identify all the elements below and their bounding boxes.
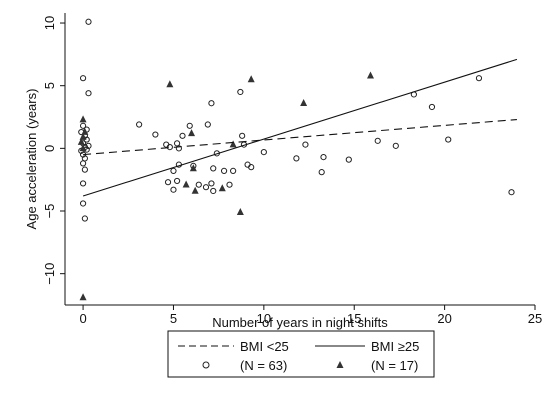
data-point-circle	[136, 121, 143, 128]
data-point-triangle	[191, 186, 199, 194]
data-point-circle	[85, 142, 92, 149]
data-point-circle	[226, 181, 233, 188]
data-point-circle	[508, 189, 515, 196]
y-tick-label: −5	[42, 204, 57, 219]
data-point-circle	[166, 143, 173, 151]
y-tick-label: 10	[42, 16, 57, 30]
legend-circle-marker-icon	[202, 361, 210, 369]
data-point-circle	[152, 131, 159, 138]
data-point-circle	[374, 137, 381, 144]
y-tick-label: −10	[42, 263, 57, 285]
data-point-triangle	[166, 80, 174, 88]
data-point-circle	[79, 200, 87, 207]
fit-line-solid	[82, 58, 518, 197]
data-point-circle	[230, 167, 237, 175]
plot-area: 0 5 10 15 20 25 −10 −5 0 5 10	[42, 13, 542, 326]
data-point-circle	[260, 149, 267, 156]
data-point-triangle	[247, 75, 255, 83]
data-point-circle	[220, 167, 228, 175]
data-point-circle	[320, 154, 327, 161]
data-point-triangle	[182, 180, 190, 188]
data-point-circle	[179, 132, 186, 139]
data-point-triangle	[79, 293, 87, 301]
data-point-circle	[81, 215, 88, 222]
data-point-triangle	[81, 127, 89, 135]
fit-line-dashed	[83, 118, 517, 156]
y-tick-label: 5	[42, 82, 57, 89]
data-point-triangle	[77, 137, 85, 145]
legend-label-bmi-low: BMI <25	[240, 339, 289, 354]
data-point-triangle	[188, 129, 196, 137]
data-point-circle	[175, 145, 182, 152]
x-axis-ticks: 0 5 10 15 20 25	[79, 305, 542, 326]
data-point-triangle	[218, 184, 226, 192]
data-point-circle	[170, 167, 177, 175]
data-point-circle	[475, 75, 483, 82]
data-point-circle	[173, 140, 181, 147]
data-point-circle	[208, 180, 215, 187]
legend-triangle-marker-icon	[336, 361, 344, 368]
legend-box	[167, 330, 435, 378]
x-tick-label: 15	[347, 311, 361, 326]
data-point-triangle	[300, 99, 308, 107]
data-point-circle	[239, 132, 246, 139]
data-point-circle	[79, 160, 87, 167]
x-tick-label: 10	[257, 311, 271, 326]
data-point-circle	[79, 180, 87, 187]
data-point-circle	[208, 100, 215, 107]
x-tick-label: 25	[528, 311, 542, 326]
legend-label-n17: (N = 17)	[371, 358, 418, 373]
data-point-circle	[204, 121, 211, 128]
data-point-circle	[195, 181, 202, 188]
data-point-circle	[345, 156, 352, 163]
data-point-circle	[302, 141, 309, 148]
x-tick-label: 5	[170, 311, 177, 326]
data-point-circle	[186, 122, 193, 129]
fit-lines	[82, 58, 518, 197]
legend: BMI <25 BMI ≥25 (N = 63) (N = 17)	[167, 330, 435, 378]
data-point-triangle	[367, 71, 374, 79]
data-point-circle	[445, 136, 452, 143]
data-point-triangle	[236, 208, 244, 216]
x-tick-label: 0	[79, 311, 86, 326]
legend-label-n63: (N = 63)	[240, 358, 287, 373]
data-point-circle	[173, 177, 181, 185]
data-points	[77, 18, 515, 301]
data-point-triangle	[79, 144, 87, 152]
x-axis-title: Number of years in night shifts	[212, 315, 388, 330]
data-point-triangle	[189, 164, 197, 172]
data-point-triangle	[79, 115, 87, 123]
data-point-circle	[79, 75, 87, 82]
data-point-circle	[210, 165, 217, 172]
y-tick-label: 0	[42, 145, 57, 152]
legend-label-bmi-high: BMI ≥25	[371, 339, 419, 354]
data-point-circle	[164, 179, 172, 186]
data-point-circle	[210, 187, 217, 195]
data-point-circle	[237, 88, 244, 96]
y-axis-title: Age acceleration (years)	[24, 89, 39, 230]
data-point-circle	[428, 103, 436, 111]
data-point-circle	[202, 184, 210, 191]
data-point-circle	[392, 142, 399, 149]
x-tick-label: 20	[437, 311, 451, 326]
data-point-circle	[170, 186, 177, 193]
data-point-circle	[79, 122, 87, 129]
data-point-circle	[81, 166, 88, 173]
data-point-triangle	[229, 140, 237, 148]
data-point-circle	[85, 90, 92, 97]
data-point-circle	[248, 164, 255, 171]
data-point-circle	[85, 18, 92, 25]
data-point-circle	[293, 155, 300, 162]
y-axis-ticks: −10 −5 0 5 10	[42, 16, 65, 285]
data-point-circle	[318, 169, 325, 176]
